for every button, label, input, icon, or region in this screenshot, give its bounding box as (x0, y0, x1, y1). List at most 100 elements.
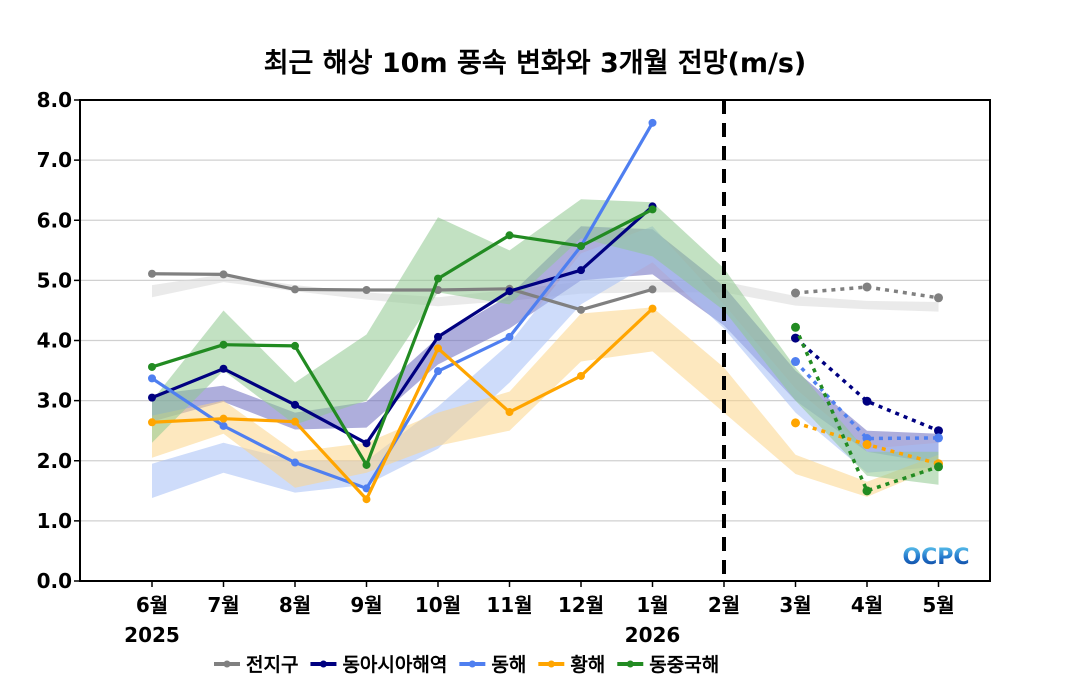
point-황해 (648, 304, 657, 313)
point-황해 (219, 414, 228, 423)
line-observed-동아시아해역 (151, 205, 654, 445)
x-tick-label: 7월 (207, 593, 239, 617)
y-tick-label: 5.0 (37, 268, 72, 292)
line-observed-전지구 (151, 272, 653, 312)
legend-marker-동아시아해역 (319, 660, 327, 668)
point-동중국해 (648, 205, 657, 214)
point-동해 (648, 118, 657, 127)
point-황해 (148, 418, 156, 427)
y-tick-label: 8.0 (37, 88, 72, 112)
legend-label-전지구: 전지구 (246, 654, 298, 676)
x-tick-label: 12월 (558, 593, 604, 617)
point-동아시아해역 (434, 332, 442, 341)
point-동해 (291, 458, 299, 467)
point-황해 (434, 344, 442, 353)
point-동해 (434, 367, 442, 376)
legend-marker-동해 (468, 660, 476, 668)
forecast-point-황해 (791, 418, 800, 428)
legend-marker-전지구 (223, 660, 231, 668)
band-동아시아해역 (152, 226, 939, 464)
point-황해 (291, 417, 299, 426)
point-동중국해 (434, 274, 442, 283)
ocpc-logo-text: OCPC (902, 545, 969, 570)
forecast-point-동중국해 (862, 486, 872, 496)
point-전지구 (148, 269, 156, 278)
x-tick-label: 5월 (922, 593, 954, 617)
point-동아시아해역 (148, 393, 156, 402)
line-forecast-동중국해 (793, 326, 940, 493)
axes (74, 99, 991, 587)
x-tick-label: 4월 (851, 593, 883, 617)
point-동해 (505, 332, 514, 341)
point-전지구 (648, 285, 657, 294)
point-전지구 (291, 285, 299, 294)
line-forecast-동아시아해역 (794, 336, 940, 433)
year-label: 2026 (625, 623, 681, 647)
y-tick-label: 1.0 (37, 509, 72, 533)
x-tick-label: 2월 (708, 593, 740, 617)
band-동중국해 (152, 199, 939, 485)
y-tick-label: 6.0 (37, 208, 72, 232)
forecast-point-동중국해 (934, 462, 943, 472)
point-황해 (505, 408, 514, 417)
x-tick-label: 9월 (350, 593, 382, 617)
x-tick-label: 8월 (279, 593, 311, 617)
forecast-point-동아시아해역 (862, 396, 872, 406)
x-tick-label: 6월 (136, 593, 168, 617)
forecast-point-전지구 (934, 293, 943, 303)
point-동해 (219, 421, 228, 430)
forecast-point-동아시아해역 (791, 333, 800, 343)
point-동중국해 (362, 460, 371, 469)
uncertainty-bands (152, 199, 939, 499)
legend-label-황해: 황해 (570, 653, 605, 676)
point-동중국해 (505, 231, 514, 240)
y-tick-label: 7.0 (37, 148, 72, 172)
series-lines (148, 118, 943, 504)
point-전지구 (577, 305, 585, 314)
chart-title: 최근 해상 10m 풍속 변화와 3개월 전망(m/s) (264, 48, 807, 79)
x-tick-label: 11월 (486, 593, 532, 617)
point-황해 (577, 371, 585, 380)
line-observed-동중국해 (151, 208, 654, 467)
point-동중국해 (291, 341, 299, 350)
forecast-point-전지구 (862, 282, 872, 292)
point-동아시아해역 (362, 439, 371, 448)
point-동중국해 (577, 242, 585, 251)
legend-label-동중국해: 동중국해 (649, 654, 719, 676)
y-tick-label: 0.0 (37, 569, 72, 593)
line-observed-동해 (151, 122, 654, 491)
x-tick-labels: 6월 7월 8월 9월 10월 11월 12월 1월 2월 3월 4월 5월 2025 2026 (124, 593, 955, 647)
y-tick-label: 4.0 (37, 329, 72, 353)
x-tick-label: 3월 (779, 593, 811, 617)
legend-marker-황해 (547, 660, 555, 668)
point-동해 (362, 484, 371, 493)
point-전지구 (362, 285, 371, 294)
forecast-point-동중국해 (791, 322, 800, 332)
point-동중국해 (148, 362, 156, 371)
y-tick-label: 3.0 (37, 389, 72, 413)
point-황해 (362, 495, 371, 504)
forecast-point-전지구 (791, 288, 800, 298)
legend-label-동아시아해역: 동아시아해역 (342, 654, 447, 676)
line-forecast-전지구 (795, 285, 939, 300)
y-tick-label: 2.0 (37, 449, 72, 473)
point-동아시아해역 (505, 287, 514, 296)
legend-marker-동중국해 (626, 660, 634, 668)
point-동중국해 (219, 340, 228, 349)
plot-frame (79, 99, 991, 582)
point-동아시아해역 (577, 266, 585, 275)
band-동해 (152, 226, 939, 499)
line-observed-황해 (151, 307, 654, 501)
forecast-point-동해 (934, 433, 943, 443)
legend-label-동해: 동해 (491, 654, 526, 676)
year-label: 2025 (124, 623, 180, 647)
point-동아시아해역 (291, 400, 299, 409)
forecast-point-황해 (862, 440, 872, 450)
point-동아시아해역 (219, 364, 228, 373)
point-전지구 (219, 270, 228, 279)
legend: 전지구 동아시아해역 동해 황해 동중국해 (214, 653, 719, 676)
forecast-point-동해 (791, 357, 800, 367)
x-tick-label: 1월 (636, 593, 668, 617)
y-tick-labels: 0.0 1.0 2.0 3.0 4.0 5.0 6.0 7.0 8.0 (37, 88, 72, 593)
